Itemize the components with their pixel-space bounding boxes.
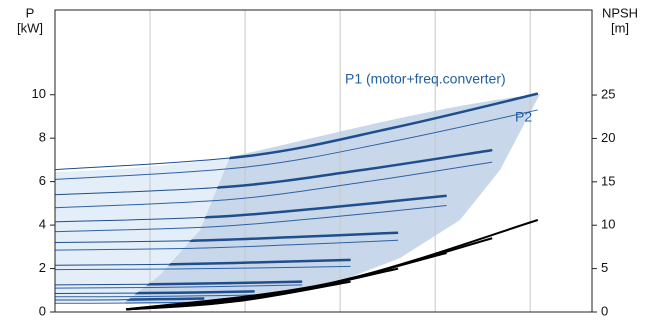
y-axis-label: [kW]: [17, 20, 43, 35]
p2-curve: [55, 109, 538, 180]
y2-tick-label: 15: [601, 173, 615, 188]
annotation: P2: [515, 109, 532, 125]
y-tick-label: 2: [39, 260, 46, 275]
p2-curve: [55, 284, 303, 289]
y-tick-label: 0: [39, 303, 46, 318]
operating-segment: [125, 148, 493, 196]
y2-tick-label: 25: [601, 86, 615, 101]
y2-tick-label: 10: [601, 217, 615, 232]
operating-segment: [125, 280, 303, 287]
operating-segment: [125, 258, 351, 267]
p2-curve: [55, 205, 447, 233]
operating-segment: [125, 290, 255, 295]
p1-curve-operating: [125, 280, 303, 287]
p1-curve-operating: [125, 148, 493, 196]
y-tick-label: 8: [39, 130, 46, 145]
p2-curve: [55, 161, 493, 209]
y-tick-label: 6: [39, 173, 46, 188]
y-tick-label: 10: [32, 86, 46, 101]
operating-segment: [125, 194, 447, 224]
y2-tick-label: 0: [601, 303, 608, 318]
y2-axis-label: NPSH: [602, 5, 638, 20]
p2-curve: [55, 265, 351, 271]
plot-frame: [54, 9, 593, 313]
operating-segment: [125, 231, 399, 244]
y2-axis-label: [m]: [611, 20, 629, 35]
p1-curve-operating: [125, 297, 205, 302]
npsh-curve: [126, 289, 303, 311]
y-axis-label: P: [26, 5, 35, 20]
annotation: P1 (motor+freq.converter): [345, 71, 506, 87]
p1-curve-operating: [125, 290, 255, 295]
operating-region: [125, 94, 540, 304]
y2-tick-label: 20: [601, 130, 615, 145]
y-tick-label: 4: [39, 217, 46, 232]
p2-curve: [55, 239, 399, 251]
p1-curve-operating: [125, 194, 447, 224]
y2-tick-label: 5: [601, 260, 608, 275]
operating-segment: [125, 297, 205, 302]
p1-curve-operating: [125, 231, 399, 244]
p1-curve-operating: [125, 258, 351, 267]
p2-curve: [55, 294, 255, 298]
